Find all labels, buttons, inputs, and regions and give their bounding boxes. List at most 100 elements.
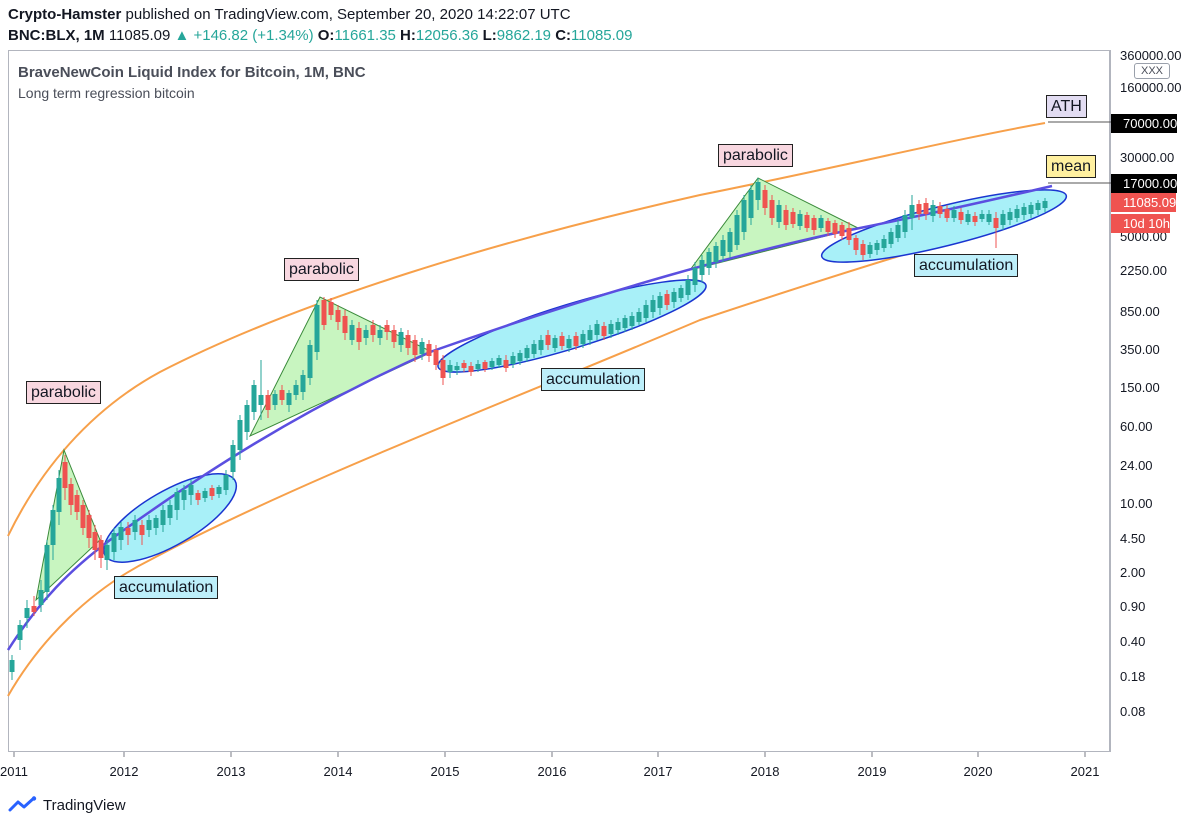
candle-body xyxy=(118,527,124,540)
tradingview-footer[interactable]: TradingView xyxy=(8,796,126,814)
candle-body xyxy=(328,302,334,315)
open-label: O: xyxy=(317,27,335,44)
x-tick-label: 2017 xyxy=(643,764,673,779)
candle-body xyxy=(839,225,845,236)
candle-body xyxy=(216,487,222,494)
chart-header-ohlc: BNC:BLX, 1M 11085.09 ▲ +146.82 (+1.34%) … xyxy=(8,27,632,44)
x-tick-label: 2021 xyxy=(1070,764,1100,779)
candle-body xyxy=(860,244,866,255)
candle-body xyxy=(748,190,754,218)
y-tick-label: 350.00 xyxy=(1120,342,1160,357)
candle-body xyxy=(251,385,257,412)
candle-body xyxy=(489,361,495,367)
candle-body xyxy=(853,238,859,250)
candle-body xyxy=(98,540,104,558)
candle-body xyxy=(440,360,446,378)
upper-band-line xyxy=(7,122,1046,537)
candle-body xyxy=(50,510,56,545)
x-tick-label: 2019 xyxy=(857,764,887,779)
candle-body xyxy=(412,340,418,355)
candle-body xyxy=(636,312,642,322)
candle-body xyxy=(370,325,376,335)
candle-body xyxy=(174,492,180,510)
candle-body xyxy=(286,393,292,405)
y-tick-label: 4.50 xyxy=(1120,531,1146,546)
candle-body xyxy=(930,205,936,216)
candle-body xyxy=(279,390,285,400)
candle-body xyxy=(937,206,943,214)
candle-body xyxy=(139,525,145,535)
candle-body xyxy=(776,205,782,222)
annotation-accumulation-2019[interactable]: accumulation xyxy=(914,254,1019,277)
candle-body xyxy=(1035,203,1041,210)
x-tick-label: 2020 xyxy=(963,764,993,779)
candle-body xyxy=(909,205,915,218)
price-axis[interactable] xyxy=(1110,50,1200,752)
tradingview-brand: TradingView xyxy=(43,796,126,814)
y-tick-label: 24.00 xyxy=(1120,458,1153,473)
chart-pane[interactable] xyxy=(8,50,1110,752)
annotation-parabolic-2017[interactable]: parabolic xyxy=(718,144,793,167)
candle-body xyxy=(398,332,404,345)
candle-body xyxy=(349,325,355,340)
candle-body xyxy=(342,316,348,333)
candle-body xyxy=(727,232,733,252)
candle-body xyxy=(314,305,320,352)
candle-body xyxy=(846,228,852,240)
candle-body xyxy=(699,260,705,275)
high-value: 12056.36 xyxy=(415,27,479,44)
y-tick-label: 0.08 xyxy=(1120,704,1146,719)
candle-body xyxy=(902,215,908,232)
annotation-accumulation-2015[interactable]: accumulation xyxy=(541,368,646,391)
candle-body xyxy=(272,394,278,405)
annotation-ath[interactable]: ATH xyxy=(1046,95,1087,118)
annotation-parabolic-2013[interactable]: parabolic xyxy=(284,258,359,281)
candle-body xyxy=(867,245,873,254)
parabolic-triangle-2011 xyxy=(35,448,101,602)
y-tick-label: 60.00 xyxy=(1120,419,1153,434)
candle-body xyxy=(307,345,313,378)
candle-body xyxy=(601,326,607,336)
candle-body xyxy=(944,209,950,218)
chart-header-line1: Crypto-Hamster published on TradingView.… xyxy=(8,6,571,23)
candle-body xyxy=(1042,201,1048,208)
countdown-label: 10d 10h xyxy=(1111,214,1170,233)
candle-body xyxy=(650,300,656,312)
tradingview-logo-icon xyxy=(8,796,37,812)
candle-body xyxy=(38,590,44,605)
last-price-label: 11085.09 xyxy=(1111,193,1177,212)
x-tick-label: 2014 xyxy=(323,764,353,779)
candle-body xyxy=(993,218,999,228)
y-tick-label: 150.00 xyxy=(1120,380,1160,395)
candle-body xyxy=(244,405,250,432)
candle-body xyxy=(321,300,327,325)
candle-body xyxy=(1028,205,1034,214)
candle-body xyxy=(790,212,796,224)
candle-body xyxy=(503,360,509,368)
scale-badge[interactable]: XXX xyxy=(1134,63,1170,79)
annotation-accumulation-2012[interactable]: accumulation xyxy=(114,576,219,599)
y-tick-label: 2.00 xyxy=(1120,565,1146,580)
y-tick-label: 0.18 xyxy=(1120,669,1146,684)
candle-body xyxy=(468,366,474,372)
y-tick-label: 10.00 xyxy=(1120,496,1153,511)
candle-body xyxy=(92,532,98,550)
candle-body xyxy=(923,203,929,214)
candle-body xyxy=(1000,214,1006,225)
candle-body xyxy=(979,214,985,219)
high-label: H: xyxy=(400,27,416,44)
candle-body xyxy=(545,335,551,345)
annotation-parabolic-2011[interactable]: parabolic xyxy=(26,381,101,404)
candle-body xyxy=(230,445,236,472)
candle-body xyxy=(62,462,68,488)
candle-body xyxy=(258,395,264,405)
candle-body xyxy=(335,310,341,322)
candle-body xyxy=(657,296,663,308)
ath-price-label: 70000.00 xyxy=(1111,114,1178,133)
y-tick-label: 2250.00 xyxy=(1120,263,1167,278)
candle-body xyxy=(538,340,544,350)
candle-body xyxy=(706,252,712,268)
annotation-mean[interactable]: mean xyxy=(1046,155,1097,178)
author-name[interactable]: Crypto-Hamster xyxy=(8,6,122,23)
